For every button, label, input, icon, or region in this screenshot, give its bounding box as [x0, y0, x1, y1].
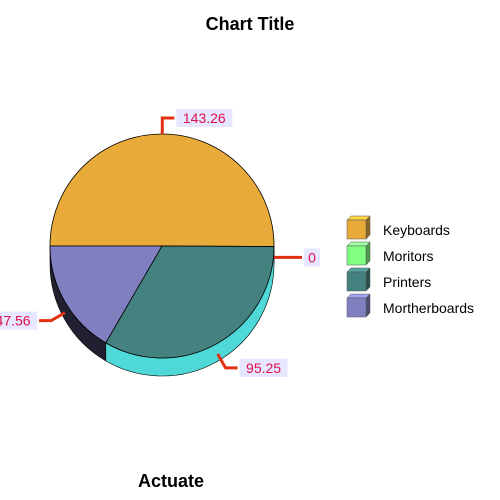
chart-footer: Actuate	[138, 471, 204, 491]
legend-swatch-side	[365, 267, 371, 292]
data-label-bg	[239, 358, 288, 377]
legend-swatch-mortherboards	[346, 297, 367, 318]
pie-slices	[49, 133, 275, 359]
pie-data-labels: 143.26 0 95.25 47.56	[0, 109, 320, 377]
legend-swatch-side	[365, 293, 371, 318]
data-label-bg	[176, 109, 233, 128]
chart-title: Chart Title	[206, 14, 295, 34]
leader-line-keyboards	[160, 116, 175, 135]
legend-label-printers: Printers	[383, 274, 431, 290]
slice-mortherboards	[49, 245, 163, 344]
leader-line-mortherboards	[39, 311, 66, 323]
legend-swatch-side	[365, 241, 371, 266]
legend-label-mortherboards: Mortherboards	[383, 300, 474, 316]
data-label-bg	[0, 311, 38, 330]
data-label-keyboards: 143.26	[183, 110, 226, 126]
legend-label-moritors: Moritors	[383, 248, 434, 264]
slice-printers	[105, 245, 275, 359]
legend-swatch-keyboards	[346, 219, 367, 240]
legend-label-keyboards: Keyboards	[383, 222, 450, 238]
data-label-mortherboards: 47.56	[0, 313, 31, 329]
data-label-moritors: 0	[308, 249, 316, 265]
data-label-bg	[303, 248, 320, 267]
data-label-printers: 95.25	[246, 360, 281, 376]
slice-keyboards	[49, 133, 275, 247]
legend: Keyboards Moritors Printers Mortherboards	[346, 215, 474, 318]
legend-swatch-printers	[346, 271, 367, 292]
leader-line-printers	[216, 353, 238, 370]
legend-swatch-side	[365, 215, 371, 240]
legend-swatch-moritors	[346, 245, 367, 266]
